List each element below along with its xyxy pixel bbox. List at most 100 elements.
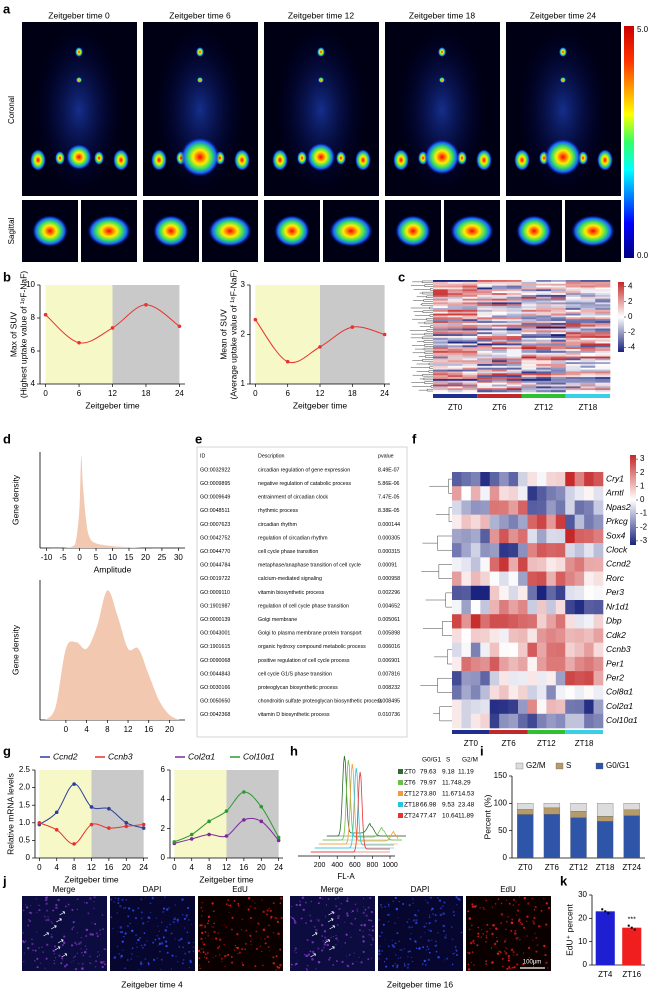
heatmap-cell — [462, 336, 478, 339]
table-cell: GO:0050650 — [200, 699, 230, 705]
cell-dot — [250, 943, 252, 945]
heatmap-cell — [536, 378, 552, 382]
x-tick-label: 12 — [124, 725, 133, 734]
cell-dot — [74, 941, 77, 944]
heatmap-cell — [433, 378, 449, 382]
cell-dot — [174, 938, 176, 940]
cell-dot — [385, 957, 388, 960]
heatmap-cell — [506, 313, 522, 316]
cell-dot — [266, 909, 269, 912]
data-point — [207, 832, 211, 837]
cell-dot — [251, 938, 253, 940]
cell-dot — [307, 953, 311, 956]
heatmap-cell — [584, 557, 594, 572]
cell-dot — [495, 927, 498, 930]
cell-dot — [249, 905, 251, 907]
cell-dot — [398, 900, 400, 903]
cell-dot — [503, 950, 506, 953]
y-tick-label: 4 — [31, 379, 36, 388]
heatmap-cell — [508, 642, 519, 658]
cell-dot — [322, 940, 324, 942]
heatmap-cell — [551, 334, 567, 337]
heatmap-cell — [555, 500, 566, 515]
cell-dot — [334, 898, 337, 900]
cell-dot — [397, 917, 399, 919]
heatmap-cell — [433, 308, 449, 311]
heatmap-cell — [527, 642, 538, 658]
data-point — [72, 842, 76, 846]
heatmap-cell — [521, 293, 537, 296]
cell-dot — [259, 945, 262, 948]
heatmap-cell — [433, 365, 449, 369]
heatmap-cell — [521, 313, 537, 316]
cell-dot — [45, 896, 49, 899]
heatmap-cell — [521, 354, 537, 357]
heatmap-cell — [536, 304, 552, 307]
pet-sagittal-spot — [329, 215, 373, 247]
heatmap-cell — [565, 614, 575, 629]
heatmap-cell — [595, 349, 611, 352]
cell-dot — [305, 922, 307, 925]
heatmap-cell — [595, 341, 611, 344]
heatmap-cell — [595, 390, 611, 393]
heatmap-cell — [521, 287, 537, 290]
cell-dot — [227, 953, 230, 956]
heatmap-cell — [555, 656, 566, 672]
heatmap-cell — [492, 371, 508, 374]
cell-dot — [371, 936, 374, 939]
cell-dot — [323, 946, 325, 949]
heatmap-cell — [551, 291, 567, 294]
heatmap-cell — [551, 306, 567, 309]
cell-dot — [527, 902, 530, 905]
heatmap-cell — [477, 289, 493, 292]
data-point — [144, 303, 148, 307]
cell-dot — [360, 924, 363, 927]
heatmap-cell — [506, 373, 522, 376]
heatmap-cell — [580, 386, 596, 389]
heatmap-cell — [595, 315, 611, 318]
cell-dot — [205, 957, 208, 959]
x-tick-label: 30 — [174, 553, 183, 562]
cell-dot — [324, 936, 327, 939]
cell-dot — [236, 933, 239, 936]
y-tick-label: 6 — [161, 765, 166, 774]
heatmap-cell — [506, 302, 522, 305]
cell-dot — [317, 902, 320, 905]
cell-dot — [221, 960, 223, 963]
group-label: ZT12 — [537, 739, 556, 748]
heatmap-cell — [477, 364, 493, 367]
heatmap-cell — [580, 369, 596, 372]
cell-dot — [442, 924, 445, 928]
heatmap-cell — [506, 306, 522, 309]
heatmap-cell — [551, 349, 567, 352]
heatmap-cell — [508, 614, 519, 629]
heatmap-cell — [527, 514, 538, 530]
heatmap-cell — [447, 358, 463, 361]
gene-label: Cdk2 — [606, 630, 626, 640]
cell-dot — [295, 903, 298, 907]
heatmap-cell — [551, 356, 567, 359]
heatmap-cell — [452, 486, 462, 501]
heatmap-cell — [584, 500, 594, 515]
arrow — [57, 939, 64, 944]
cell-dot — [435, 940, 437, 943]
cell-dot — [311, 950, 315, 954]
heatmap-cell — [595, 364, 611, 367]
cell-dot — [540, 925, 542, 928]
bar-segment — [517, 803, 534, 810]
cell-dot — [93, 907, 95, 910]
heatmap-cell — [551, 352, 567, 355]
heatmap-cell — [447, 298, 463, 301]
heatmap-cell — [536, 390, 552, 393]
cell-dot — [504, 952, 508, 955]
heatmap-cell — [489, 585, 500, 601]
cell-dot — [45, 919, 47, 922]
heatmap-cell — [492, 349, 508, 352]
cell-dot — [490, 947, 493, 949]
cell-dot — [344, 921, 346, 923]
heatmap-cell — [506, 347, 522, 350]
table-cell: 0.000315 — [378, 549, 400, 555]
cell-dot — [61, 957, 64, 960]
gene-label: Col10α1 — [606, 715, 638, 725]
heatmap-cell — [433, 382, 449, 385]
